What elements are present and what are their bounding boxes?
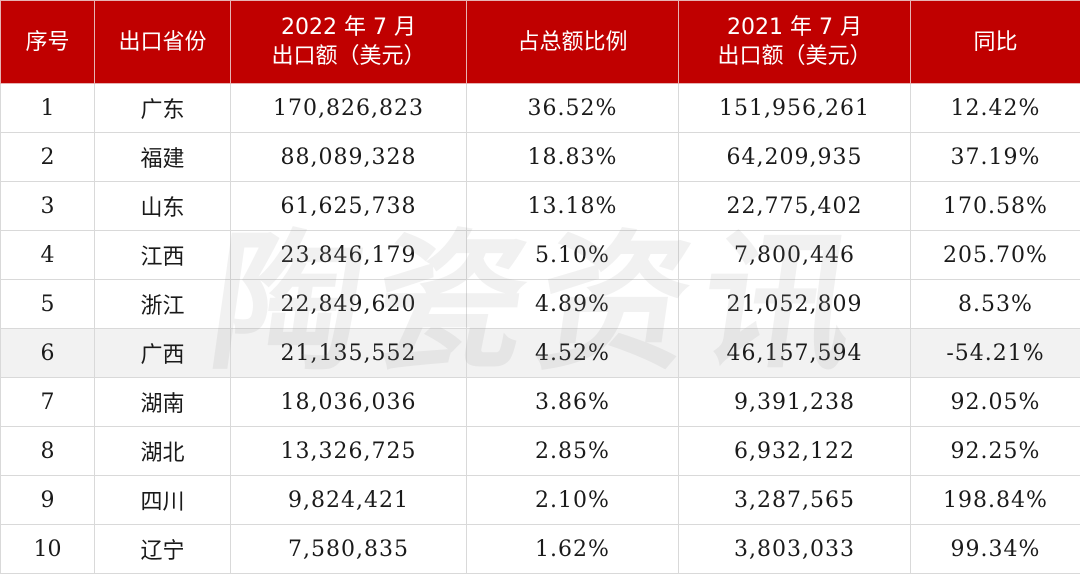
cell-export-2021: 3,287,565 (678, 475, 911, 525)
cell-export-2021: 64,209,935 (678, 132, 911, 182)
table-row: 2 福建 88,089,328 18.83% 64,209,935 37.19% (0, 132, 1080, 182)
cell-yoy: 37.19% (910, 132, 1080, 182)
cell-yoy: 198.84% (910, 475, 1080, 525)
table-row: 1 广东 170,826,823 36.52% 151,956,261 12.42% (0, 83, 1080, 133)
cell-export-2021: 6,932,122 (678, 426, 911, 476)
table-row: 8 湖北 13,326,725 2.85% 6,932,122 92.25% (0, 426, 1080, 476)
header-rank: 序号 (0, 0, 95, 84)
cell-yoy: 8.53% (910, 279, 1080, 329)
header-export-2021-line2: 出口额（美元） (717, 44, 872, 69)
cell-yoy: 99.34% (910, 524, 1080, 574)
cell-rank: 6 (0, 328, 95, 378)
cell-share: 5.10% (466, 230, 679, 280)
cell-share: 18.83% (466, 132, 679, 182)
table-row: 6 广西 21,135,552 4.52% 46,157,594 -54.21% (0, 328, 1080, 378)
header-export-2021-line1: 2021 年 7 月 (727, 15, 862, 40)
cell-rank: 5 (0, 279, 95, 329)
cell-share: 4.89% (466, 279, 679, 329)
cell-yoy: 12.42% (910, 83, 1080, 133)
cell-province: 山东 (94, 181, 231, 231)
cell-rank: 7 (0, 377, 95, 427)
table-row: 7 湖南 18,036,036 3.86% 9,391,238 92.05% (0, 377, 1080, 427)
cell-export-2022: 7,580,835 (230, 524, 467, 574)
cell-province: 广西 (94, 328, 231, 378)
cell-export-2021: 46,157,594 (678, 328, 911, 378)
cell-province: 湖南 (94, 377, 231, 427)
cell-rank: 1 (0, 83, 95, 133)
table-row: 5 浙江 22,849,620 4.89% 21,052,809 8.53% (0, 279, 1080, 329)
table-row: 4 江西 23,846,179 5.10% 7,800,446 205.70% (0, 230, 1080, 280)
table-row: 3 山东 61,625,738 13.18% 22,775,402 170.58% (0, 181, 1080, 231)
cell-yoy: 205.70% (910, 230, 1080, 280)
cell-export-2021: 3,803,033 (678, 524, 911, 574)
cell-export-2022: 9,824,421 (230, 475, 467, 525)
cell-province: 四川 (94, 475, 231, 525)
cell-yoy: 92.05% (910, 377, 1080, 427)
cell-province: 辽宁 (94, 524, 231, 574)
cell-yoy: 92.25% (910, 426, 1080, 476)
cell-share: 2.10% (466, 475, 679, 525)
cell-export-2021: 9,391,238 (678, 377, 911, 427)
cell-share: 2.85% (466, 426, 679, 476)
header-export-2022-line1: 2022 年 7 月 (281, 15, 416, 40)
cell-export-2022: 18,036,036 (230, 377, 467, 427)
cell-province: 浙江 (94, 279, 231, 329)
cell-export-2021: 21,052,809 (678, 279, 911, 329)
cell-share: 36.52% (466, 83, 679, 133)
table-row: 10 辽宁 7,580,835 1.62% 3,803,033 99.34% (0, 524, 1080, 574)
cell-export-2022: 61,625,738 (230, 181, 467, 231)
header-province: 出口省份 (94, 0, 231, 84)
cell-rank: 2 (0, 132, 95, 182)
cell-rank: 10 (0, 524, 95, 574)
cell-export-2022: 21,135,552 (230, 328, 467, 378)
table-body: 1 广东 170,826,823 36.52% 151,956,261 12.42% 2 福建… (0, 83, 1080, 574)
cell-rank: 3 (0, 181, 95, 231)
cell-share: 1.62% (466, 524, 679, 574)
cell-share: 4.52% (466, 328, 679, 378)
table-row: 9 四川 9,824,421 2.10% 3,287,565 198.84% (0, 475, 1080, 525)
cell-export-2022: 22,849,620 (230, 279, 467, 329)
header-export-2022: 2022 年 7 月 出口额（美元） (230, 0, 467, 84)
cell-export-2021: 151,956,261 (678, 83, 911, 133)
header-export-2022-line2: 出口额（美元） (271, 44, 426, 69)
cell-export-2022: 88,089,328 (230, 132, 467, 182)
cell-province: 广东 (94, 83, 231, 133)
cell-export-2022: 23,846,179 (230, 230, 467, 280)
cell-rank: 9 (0, 475, 95, 525)
cell-export-2021: 22,775,402 (678, 181, 911, 231)
cell-province: 湖北 (94, 426, 231, 476)
cell-yoy: -54.21% (910, 328, 1080, 378)
cell-export-2021: 7,800,446 (678, 230, 911, 280)
cell-rank: 8 (0, 426, 95, 476)
cell-export-2022: 13,326,725 (230, 426, 467, 476)
table-header-row: 序号 出口省份 2022 年 7 月 出口额（美元） 占总额比例 2021 年 … (0, 0, 1080, 84)
cell-province: 福建 (94, 132, 231, 182)
cell-share: 13.18% (466, 181, 679, 231)
cell-province: 江西 (94, 230, 231, 280)
header-export-2021: 2021 年 7 月 出口额（美元） (678, 0, 911, 84)
cell-yoy: 170.58% (910, 181, 1080, 231)
cell-export-2022: 170,826,823 (230, 83, 467, 133)
header-yoy: 同比 (910, 0, 1080, 84)
cell-share: 3.86% (466, 377, 679, 427)
cell-rank: 4 (0, 230, 95, 280)
header-share: 占总额比例 (466, 0, 679, 84)
